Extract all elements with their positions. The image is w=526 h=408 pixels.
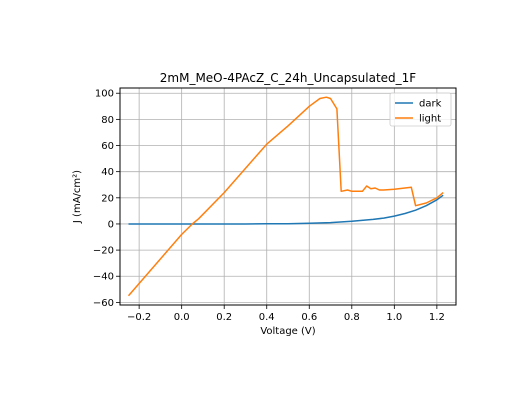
series-line-light [127,96,444,297]
series-line-dark [128,194,444,225]
y-tick-label: −20 [93,246,114,257]
y-tick-label: −40 [93,272,114,283]
y-tick-label: 20 [101,193,114,204]
x-tick-label: 0.8 [344,312,360,323]
x-tick-label: 1.2 [429,312,445,323]
x-tick-label: 0.2 [216,312,232,323]
chart-title: 2mM_MeO-4PAcZ_C_24h_Uncapsulated_1F [160,71,417,85]
y-tick-label: 60 [101,141,114,152]
plot-frame [119,87,457,306]
y-axis-label: J (mA/cm²) [72,170,83,224]
y-tick-label: 80 [101,115,114,126]
series-layer [127,96,444,297]
y-tick-label: 0 [108,219,114,230]
ticks: −0.2 0.0 0.2 0.4 0.6 0.8 1.0 1.2 −60 −40 −20 0 20 40 6… [93,89,445,323]
x-tick-label: −0.2 [127,312,151,323]
legend: dark light [389,92,452,127]
legend-label-light: light [419,114,441,125]
legend-label-dark: dark [419,99,442,110]
y-tick-label: 40 [101,167,114,178]
x-tick-label: 0.6 [301,312,317,323]
y-tick-label: 100 [95,89,114,100]
x-tick-label: 0.4 [259,312,275,323]
y-tick-label: −60 [93,298,114,309]
x-tick-label: 0.0 [174,312,190,323]
x-tick-label: 1.0 [386,312,402,323]
x-axis-label: Voltage (V) [260,326,315,337]
